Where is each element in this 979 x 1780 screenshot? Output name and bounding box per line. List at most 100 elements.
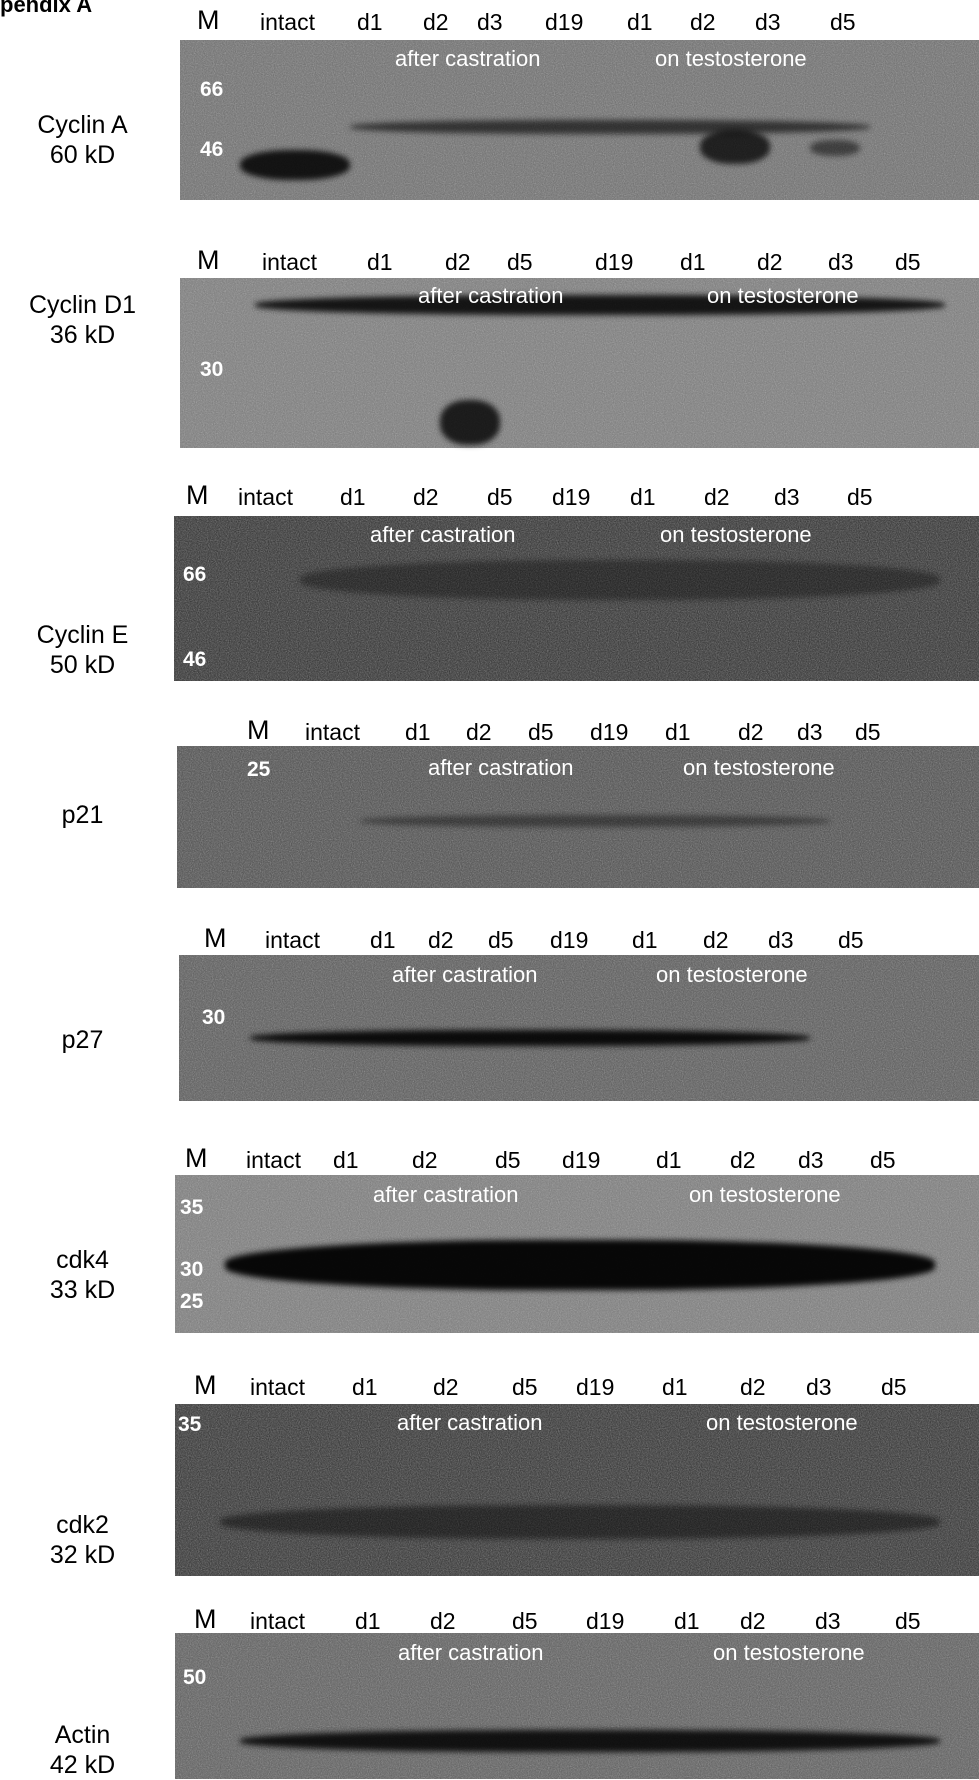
page-header: pendix A	[0, 0, 93, 17]
on-testosterone-label: on testosterone	[689, 1182, 841, 1207]
after-castration-label: after castration	[397, 1410, 543, 1435]
after-castration-label: after castration	[395, 46, 541, 71]
protein-band	[350, 120, 870, 134]
lane-label: d1	[674, 1608, 700, 1634]
mw-marker: 66	[183, 563, 207, 586]
lane-label: d1	[656, 1147, 682, 1173]
mw-marker: 30	[180, 1258, 204, 1281]
on-testosterone-label: on testosterone	[713, 1640, 865, 1665]
lane-label: intact	[238, 484, 293, 510]
after-castration-label: after castration	[428, 755, 574, 780]
lane-label: M	[197, 245, 220, 275]
lane-label: d3	[477, 9, 503, 35]
lane-label: M	[194, 1370, 217, 1400]
protein-band	[240, 1730, 940, 1752]
on-testosterone-label: on testosterone	[707, 283, 859, 308]
lane-label: d3	[774, 484, 800, 510]
lane-label: d5	[488, 927, 514, 953]
protein-band	[440, 400, 500, 445]
lane-label: d1	[333, 1147, 359, 1173]
lane-label: d2	[738, 719, 764, 745]
after-castration-label: after castration	[418, 283, 564, 308]
lane-label: d3	[798, 1147, 824, 1173]
after-castration-label: after castration	[370, 522, 516, 547]
lane-label: intact	[305, 719, 360, 745]
lane-label: intact	[250, 1374, 305, 1400]
on-testosterone-label: on testosterone	[656, 962, 808, 987]
lane-label: M	[194, 1604, 217, 1634]
protein-name: Cyclin D1	[29, 291, 136, 319]
lane-label: intact	[260, 9, 315, 35]
lane-label: d1	[632, 927, 658, 953]
lane-label: d2	[704, 484, 730, 510]
lane-label: d5	[528, 719, 554, 745]
lane-label: d1	[630, 484, 656, 510]
lane-label: d1	[357, 9, 383, 35]
protein-label: Actin 42 kD	[0, 1720, 165, 1780]
mw-marker: 35	[180, 1196, 204, 1219]
protein-band	[240, 150, 350, 180]
protein-label: p21	[0, 800, 165, 830]
lane-label: d5	[487, 484, 513, 510]
western-blot-image	[177, 746, 979, 888]
lane-label: d5	[870, 1147, 896, 1173]
lane-label: d5	[895, 1608, 921, 1634]
lane-label: d19	[586, 1608, 625, 1634]
lane-label: d3	[768, 927, 794, 953]
lane-label: d5	[895, 249, 921, 275]
lane-label: d5	[847, 484, 873, 510]
lane-label: d5	[881, 1374, 907, 1400]
lane-label: d5	[507, 249, 533, 275]
lane-label: M	[204, 923, 227, 953]
lane-label: d2	[412, 1147, 438, 1173]
lane-label: d5	[495, 1147, 521, 1173]
protein-label: cdk2 32 kD	[0, 1510, 165, 1570]
lane-label: d19	[595, 249, 634, 275]
lane-label: d1	[662, 1374, 688, 1400]
after-castration-label: after castration	[392, 962, 538, 987]
lane-label: d1	[405, 719, 431, 745]
lane-label: d3	[797, 719, 823, 745]
lane-label: d5	[512, 1608, 538, 1634]
lane-label: d2	[730, 1147, 756, 1173]
protein-band	[220, 1505, 940, 1539]
protein-band	[810, 140, 860, 156]
lane-label: M	[247, 715, 270, 745]
lane-label: d5	[512, 1374, 538, 1400]
protein-band	[225, 1240, 935, 1290]
lane-label: d2	[413, 484, 439, 510]
lane-label: d1	[680, 249, 706, 275]
lane-label: d2	[466, 719, 492, 745]
protein-label: cdk4 33 kD	[0, 1245, 165, 1305]
mw-marker: 46	[183, 648, 207, 671]
lane-label: M	[185, 1143, 208, 1173]
lane-label: d3	[828, 249, 854, 275]
lane-label: d1	[352, 1374, 378, 1400]
lane-label: d5	[855, 719, 881, 745]
on-testosterone-label: on testosterone	[683, 755, 835, 780]
protein-size: 50 kD	[49, 651, 116, 679]
lane-label: M	[197, 5, 220, 35]
protein-label: Cyclin A 60 kD	[0, 110, 165, 170]
protein-name: p27	[61, 1026, 104, 1054]
lane-label: d1	[355, 1608, 381, 1634]
lane-label: intact	[246, 1147, 301, 1173]
lane-label: d2	[430, 1608, 456, 1634]
lane-label: intact	[265, 927, 320, 953]
lane-label: d3	[806, 1374, 832, 1400]
lane-label: d19	[552, 484, 591, 510]
lane-label: d1	[367, 249, 393, 275]
lane-label: d2	[740, 1608, 766, 1634]
lane-label: intact	[250, 1608, 305, 1634]
mw-marker: 46	[200, 138, 224, 161]
mw-marker: 66	[200, 78, 224, 101]
lane-label: d3	[755, 9, 781, 35]
lane-label: d2	[423, 9, 449, 35]
protein-label: Cyclin D1 36 kD	[0, 290, 165, 350]
protein-size: 42 kD	[49, 1751, 116, 1779]
western-blot-image	[179, 955, 979, 1101]
western-blot-image	[175, 1404, 979, 1576]
protein-name: cdk4	[56, 1246, 109, 1274]
lane-label: d2	[703, 927, 729, 953]
protein-size: 32 kD	[49, 1541, 116, 1569]
